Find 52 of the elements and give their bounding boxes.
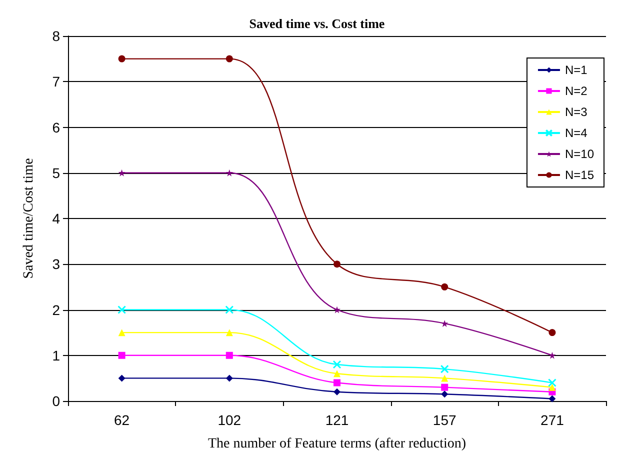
chart-title: Saved time vs. Cost time [249, 16, 385, 31]
point [548, 378, 556, 387]
y-axis-title: Saved time/Cost time [22, 158, 36, 279]
x-tick-label: 121 [325, 412, 349, 428]
x-tick-label: 157 [432, 412, 456, 428]
point [441, 384, 448, 391]
x-axis-title: The number of Feature terms (after reduction) [208, 436, 466, 452]
point [334, 370, 340, 378]
point [226, 329, 233, 336]
x-tick-label: 271 [540, 412, 564, 428]
y-tick-label: 6 [52, 119, 60, 136]
y-tick-label: 0 [52, 393, 60, 409]
y-tick-label: 4 [52, 210, 60, 226]
y-tick-label: 7 [52, 74, 60, 90]
legend-label: N=1 [564, 63, 588, 77]
point [226, 55, 233, 62]
point [226, 374, 233, 382]
y-tick-label: 5 [52, 164, 60, 181]
point [226, 169, 233, 176]
point [225, 306, 234, 314]
point [441, 283, 448, 290]
x-tick-label: 62 [114, 412, 130, 428]
legend-label: N=3 [564, 105, 588, 119]
x-tick-label: 102 [218, 412, 242, 428]
legend-label: N=10 [564, 147, 594, 161]
point [548, 384, 556, 391]
point [548, 352, 556, 359]
legend-label: N=15 [564, 168, 594, 182]
point [334, 260, 340, 268]
y-tick-label: 8 [52, 28, 60, 44]
point [118, 374, 126, 382]
point [118, 352, 126, 359]
point [118, 329, 126, 336]
point [548, 395, 556, 402]
point [440, 364, 449, 374]
point [334, 388, 340, 396]
point [441, 320, 448, 327]
legend-label: N=4 [564, 126, 588, 140]
point [118, 169, 126, 176]
point [548, 329, 556, 336]
point [441, 374, 448, 382]
point [334, 379, 340, 386]
point [226, 352, 233, 359]
point [118, 306, 126, 314]
y-tick-label: 2 [52, 302, 60, 318]
point [334, 306, 340, 314]
y-tick-label: 3 [52, 256, 60, 272]
legend-label: N=2 [564, 84, 588, 98]
point [441, 390, 448, 398]
point [118, 55, 126, 62]
point [332, 360, 342, 369]
y-tick-label: 1 [52, 347, 60, 364]
